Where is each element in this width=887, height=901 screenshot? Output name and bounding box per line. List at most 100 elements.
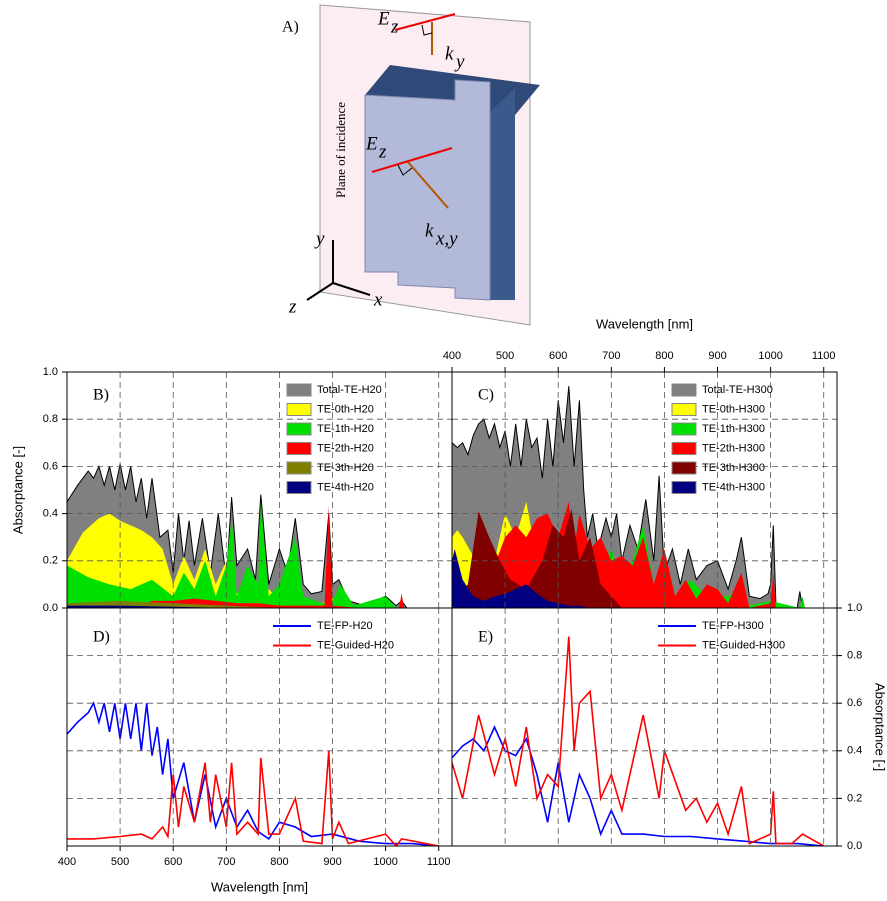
area bbox=[452, 508, 622, 608]
x-tick-label: 1100 bbox=[812, 350, 836, 362]
y-tick-label: 0.8 bbox=[847, 650, 862, 662]
line bbox=[452, 725, 824, 846]
legend-label: TE-0th-H20 bbox=[317, 403, 374, 415]
legend-swatch bbox=[671, 403, 697, 416]
e-field-arrow bbox=[371, 147, 453, 173]
axis-arrow bbox=[306, 282, 334, 301]
x-tick-label: 800 bbox=[270, 856, 288, 868]
x-tick-label: 500 bbox=[496, 350, 514, 362]
axis-arrow bbox=[332, 282, 371, 296]
block-top bbox=[365, 65, 540, 115]
legend-label: TE-0th-H300 bbox=[702, 403, 765, 415]
x-tick-label: 700 bbox=[217, 856, 235, 868]
right-angle bbox=[397, 164, 413, 176]
plot-area bbox=[452, 386, 806, 608]
y-tick-label: 0.2 bbox=[43, 555, 58, 567]
math-label: E bbox=[365, 133, 378, 154]
legend-swatch bbox=[286, 461, 312, 475]
legend-swatch bbox=[671, 461, 697, 475]
plot-area bbox=[67, 701, 439, 846]
math-sub: z bbox=[390, 16, 399, 37]
block-side bbox=[490, 88, 515, 300]
legend-label: TE-1th-H20 bbox=[317, 423, 374, 435]
x-tick-label: 400 bbox=[443, 350, 461, 362]
k-arrow bbox=[407, 161, 449, 209]
x-tick-label: 600 bbox=[164, 856, 182, 868]
legend-swatch bbox=[286, 422, 312, 436]
x-tick-label: 900 bbox=[323, 856, 341, 868]
plane-label: Plane of incidence bbox=[333, 102, 348, 198]
legend-swatch bbox=[671, 422, 697, 436]
y-tick-label: 0.2 bbox=[847, 792, 862, 804]
line bbox=[67, 750, 439, 846]
e-field-arrow bbox=[394, 13, 456, 31]
block-front bbox=[364, 79, 491, 301]
panel: 0.0 0.2 0.4 0.6 0.8 1.0 Absorptance [-] E) TE-FP… bbox=[451, 602, 887, 852]
legend-label: TE-2th-H300 bbox=[702, 442, 765, 454]
line bbox=[452, 636, 825, 846]
diagram: A) Plane of incidence E z k y E z k x,y … bbox=[282, 4, 540, 326]
math-sub: x,y bbox=[435, 228, 458, 249]
math-label: k bbox=[445, 43, 454, 64]
legend-label: Total-TE-H300 bbox=[702, 384, 773, 396]
legend-swatch bbox=[671, 442, 697, 455]
panel: 400 500 600 700 800 900 1000 1100 Wavelength [nm… bbox=[443, 316, 838, 609]
math-sub: y bbox=[454, 51, 465, 72]
legend-label: TE-3th-H20 bbox=[317, 462, 374, 474]
y-tick-label: 0.4 bbox=[43, 508, 58, 520]
x-tick-label: 1100 bbox=[427, 856, 451, 868]
legend-label: TE-4th-H20 bbox=[317, 481, 374, 493]
x-tick-label: 1000 bbox=[373, 856, 397, 868]
axis-name: y bbox=[314, 228, 325, 249]
math-label: k bbox=[425, 220, 434, 241]
area bbox=[452, 549, 591, 608]
x-tick-label: 400 bbox=[58, 856, 76, 868]
legend-label: TE-1th-H300 bbox=[702, 423, 765, 435]
y-tick-label: 0.6 bbox=[43, 460, 58, 472]
panel-label: D) bbox=[93, 629, 110, 646]
y-tick-label: 1.0 bbox=[847, 602, 862, 614]
area bbox=[67, 605, 227, 608]
legend-swatch bbox=[671, 481, 697, 494]
panel: 0.0 0.2 0.4 0.6 0.8 1.0 Absorptance [-] B) Total… bbox=[10, 366, 453, 614]
legend-swatch bbox=[671, 383, 697, 397]
legend-label: TE-Guided-H20 bbox=[317, 639, 394, 651]
y-tick-label: 0.0 bbox=[847, 840, 862, 852]
legend-label: TE-FP-H300 bbox=[702, 620, 764, 632]
legend-label: TE-Guided-H300 bbox=[702, 639, 785, 651]
y-tick-label: 0.8 bbox=[43, 413, 58, 425]
legend-label: Total-TE-H20 bbox=[317, 384, 382, 396]
area bbox=[67, 513, 344, 608]
panel-label: C) bbox=[478, 387, 494, 404]
panel-label: A) bbox=[282, 19, 299, 36]
axis-name: x bbox=[373, 289, 383, 310]
x-tick-label: 1000 bbox=[758, 350, 782, 362]
legend-label: TE-4th-H300 bbox=[702, 481, 765, 493]
legend-swatch bbox=[286, 442, 312, 455]
y-axis-title: Absorptance [-] bbox=[873, 683, 887, 771]
math-sub: z bbox=[378, 141, 387, 162]
axis-name: z bbox=[288, 296, 297, 317]
panel-label: E) bbox=[478, 629, 493, 646]
right-angle bbox=[421, 24, 433, 36]
x-tick-label: 500 bbox=[111, 856, 129, 868]
legend-label: TE-3th-H300 bbox=[702, 462, 765, 474]
y-tick-label: 1.0 bbox=[43, 366, 58, 378]
panel: 400 500 600 700 800 900 1000 1100 Wavelength [nm… bbox=[58, 607, 453, 894]
legend-swatch bbox=[286, 403, 312, 416]
legend-label: TE-2th-H20 bbox=[317, 442, 374, 454]
y-tick-label: 0.0 bbox=[43, 602, 58, 614]
math-label: E bbox=[377, 8, 390, 29]
legend-swatch bbox=[286, 383, 312, 397]
x-tick-label: 600 bbox=[549, 350, 567, 362]
y-tick-label: 0.6 bbox=[847, 697, 862, 709]
x-tick-label: 900 bbox=[708, 350, 726, 362]
y-tick-label: 0.4 bbox=[847, 745, 862, 757]
line bbox=[67, 701, 439, 846]
x-axis-title: Wavelength [nm] bbox=[211, 879, 308, 894]
plot-area bbox=[452, 636, 825, 846]
x-tick-label: 700 bbox=[602, 350, 620, 362]
panel-frame bbox=[451, 607, 838, 847]
